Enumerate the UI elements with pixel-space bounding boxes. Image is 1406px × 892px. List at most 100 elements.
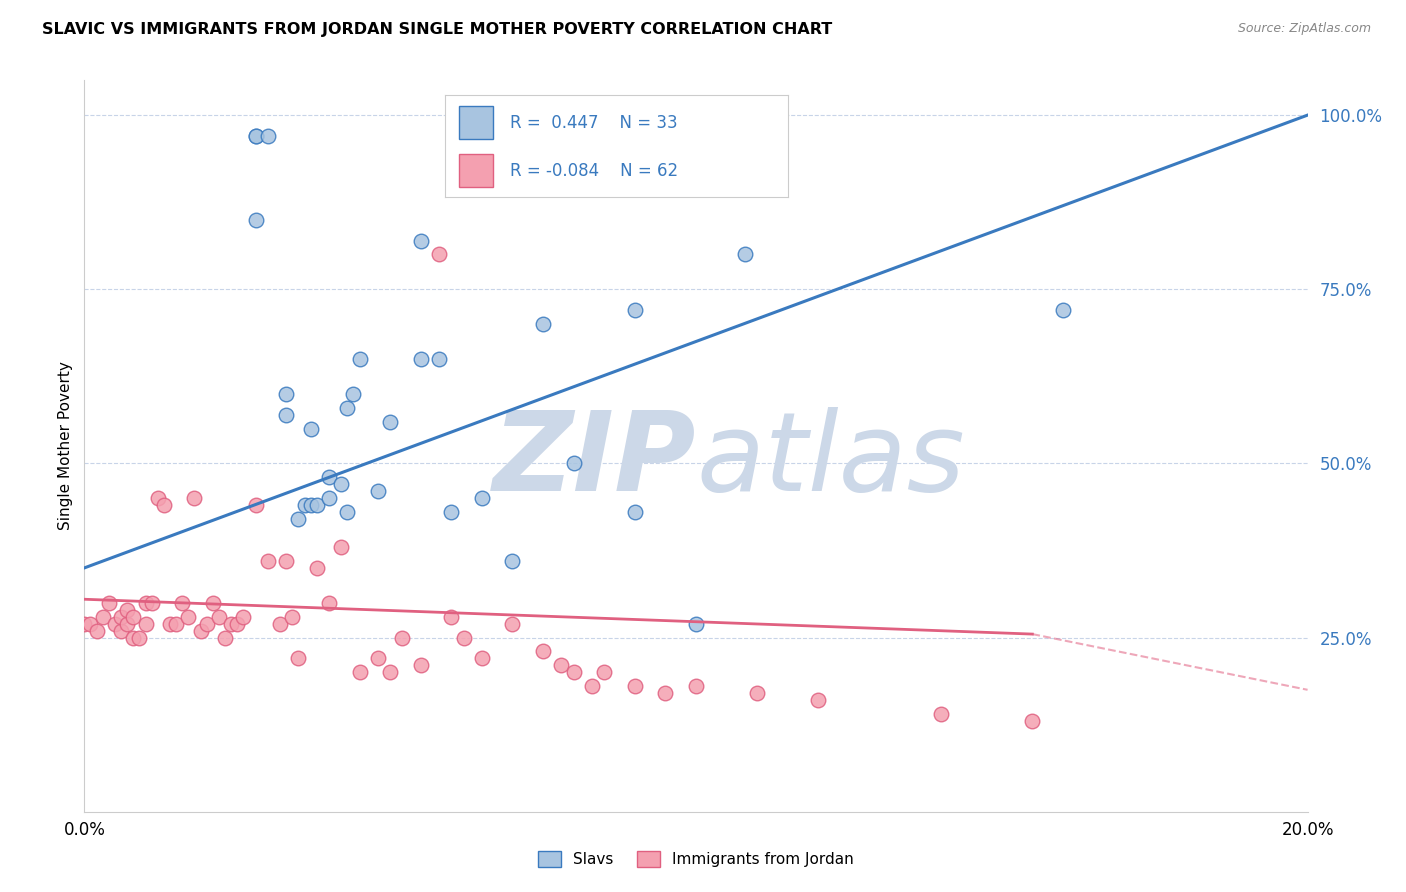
Point bbox=[281, 609, 304, 624]
Text: SLAVIC VS IMMIGRANTS FROM JORDAN SINGLE MOTHER POVERTY CORRELATION CHART: SLAVIC VS IMMIGRANTS FROM JORDAN SINGLE … bbox=[42, 22, 832, 37]
Point bbox=[226, 616, 249, 631]
Point bbox=[276, 408, 298, 422]
Point bbox=[330, 477, 353, 491]
Point bbox=[747, 686, 769, 700]
Point bbox=[453, 631, 475, 645]
Point bbox=[531, 317, 554, 331]
Point bbox=[685, 679, 707, 693]
Bar bbox=[458, 106, 494, 139]
Point bbox=[550, 658, 572, 673]
Point bbox=[1052, 303, 1074, 318]
Point bbox=[391, 631, 413, 645]
Point bbox=[232, 609, 254, 624]
Point bbox=[562, 665, 585, 680]
Point bbox=[141, 596, 163, 610]
Point bbox=[276, 386, 298, 401]
Text: R =  0.447    N = 33: R = 0.447 N = 33 bbox=[510, 113, 678, 131]
Point bbox=[122, 609, 145, 624]
Point bbox=[349, 351, 371, 366]
Point bbox=[122, 631, 145, 645]
Point bbox=[305, 561, 328, 575]
Point bbox=[201, 596, 224, 610]
Point bbox=[427, 351, 450, 366]
Point bbox=[440, 505, 463, 519]
Point bbox=[1021, 714, 1043, 728]
Point bbox=[172, 596, 194, 610]
Point bbox=[86, 624, 108, 638]
Point bbox=[427, 247, 450, 261]
Point bbox=[531, 644, 554, 658]
Point bbox=[471, 491, 494, 506]
Point bbox=[128, 631, 150, 645]
Point bbox=[734, 247, 756, 261]
Point bbox=[110, 624, 132, 638]
Point bbox=[299, 498, 322, 512]
Point bbox=[146, 491, 169, 506]
Legend: Slavs, Immigrants from Jordan: Slavs, Immigrants from Jordan bbox=[533, 846, 859, 873]
Point bbox=[195, 616, 218, 631]
Point bbox=[929, 707, 952, 722]
Point bbox=[349, 665, 371, 680]
Point bbox=[110, 609, 132, 624]
Point bbox=[165, 616, 187, 631]
Point bbox=[245, 498, 267, 512]
Point bbox=[654, 686, 676, 700]
Point bbox=[624, 505, 647, 519]
Point bbox=[177, 609, 200, 624]
Point bbox=[79, 616, 101, 631]
Point bbox=[336, 401, 359, 415]
Point bbox=[97, 596, 120, 610]
Point bbox=[409, 351, 432, 366]
Point bbox=[380, 415, 402, 429]
Point bbox=[91, 609, 114, 624]
Point bbox=[208, 609, 231, 624]
Point bbox=[299, 421, 322, 435]
Point bbox=[318, 491, 340, 506]
Point bbox=[685, 616, 707, 631]
Point bbox=[305, 498, 328, 512]
Text: atlas: atlas bbox=[696, 407, 965, 514]
Point bbox=[159, 616, 181, 631]
Point bbox=[624, 303, 647, 318]
Point bbox=[562, 457, 585, 471]
Point bbox=[409, 658, 432, 673]
Point bbox=[502, 554, 524, 568]
Point bbox=[153, 498, 176, 512]
Text: ZIP: ZIP bbox=[492, 407, 696, 514]
Bar bbox=[458, 154, 494, 187]
Point bbox=[624, 679, 647, 693]
Point bbox=[287, 512, 309, 526]
Text: Source: ZipAtlas.com: Source: ZipAtlas.com bbox=[1237, 22, 1371, 36]
Point bbox=[276, 554, 298, 568]
Point bbox=[115, 616, 138, 631]
Point bbox=[214, 631, 236, 645]
Point bbox=[409, 234, 432, 248]
Point bbox=[183, 491, 205, 506]
Point bbox=[330, 540, 353, 554]
Point bbox=[245, 128, 267, 143]
Text: R = -0.084    N = 62: R = -0.084 N = 62 bbox=[510, 161, 679, 179]
Point bbox=[380, 665, 402, 680]
Point bbox=[73, 616, 96, 631]
Point bbox=[135, 596, 157, 610]
Point bbox=[367, 484, 389, 499]
Point bbox=[440, 609, 463, 624]
Point bbox=[257, 128, 280, 143]
Point bbox=[318, 470, 340, 484]
Y-axis label: Single Mother Poverty: Single Mother Poverty bbox=[58, 361, 73, 531]
Point bbox=[471, 651, 494, 665]
Point bbox=[257, 554, 280, 568]
Point bbox=[245, 128, 267, 143]
Point bbox=[593, 665, 616, 680]
Point bbox=[294, 498, 316, 512]
Point bbox=[115, 603, 138, 617]
Point bbox=[502, 616, 524, 631]
Point bbox=[104, 616, 127, 631]
Point bbox=[245, 212, 267, 227]
Point bbox=[342, 386, 364, 401]
Point bbox=[269, 616, 291, 631]
Point bbox=[190, 624, 212, 638]
Point bbox=[581, 679, 603, 693]
Point bbox=[807, 693, 830, 707]
Point bbox=[318, 596, 340, 610]
